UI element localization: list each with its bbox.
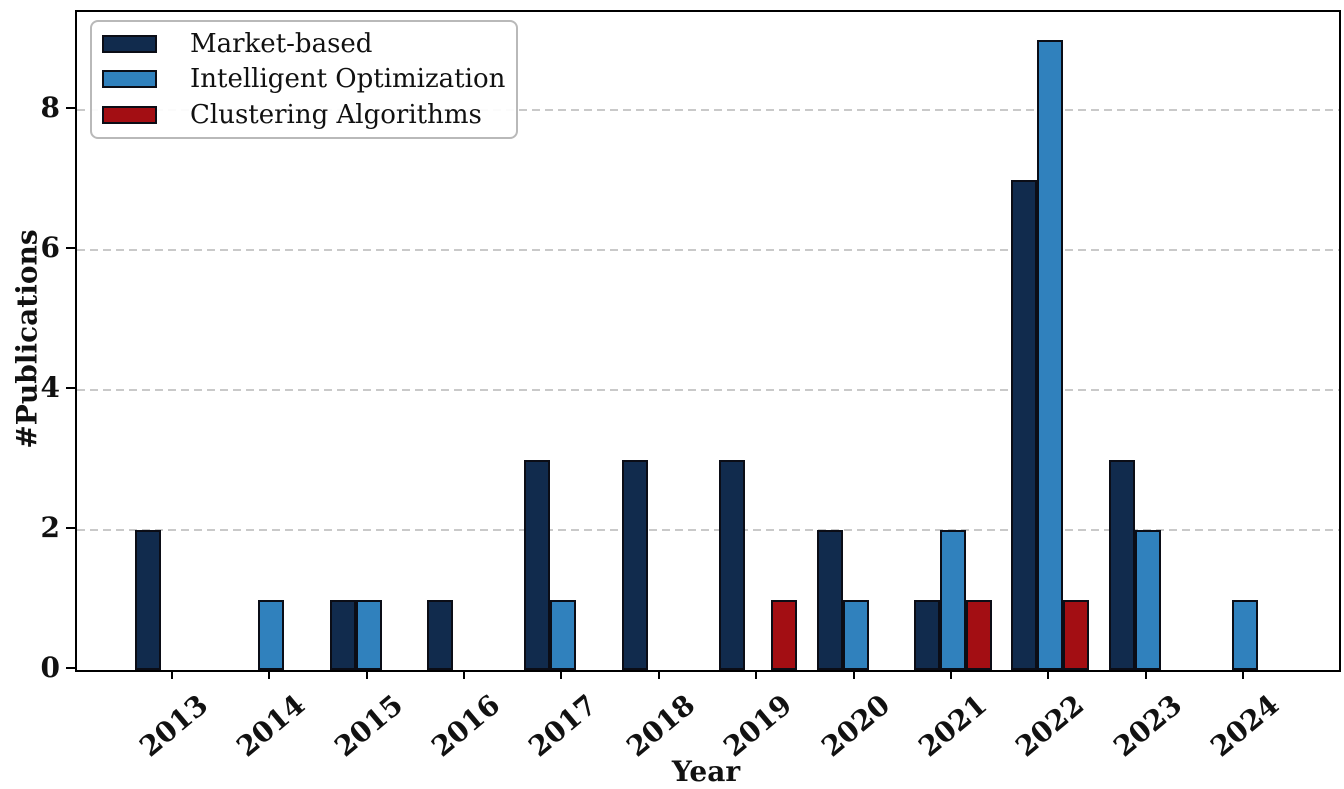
x-tick-label-2022: 2022 (1009, 688, 1091, 764)
y-tick-6 (66, 247, 75, 249)
bar-market-based-2019 (719, 460, 745, 670)
legend-item-clustering-algorithms: Clustering Algorithms (92, 98, 516, 132)
bar-market-based-2020 (817, 530, 843, 670)
bar-intelligent-optimization-2020 (843, 600, 869, 670)
y-tick-0 (66, 667, 75, 669)
y-tick-label-0: 0 (40, 651, 60, 684)
x-tick-2017 (560, 670, 562, 679)
x-tick-label-2020: 2020 (815, 688, 897, 764)
x-tick-label-2014: 2014 (230, 688, 312, 764)
x-tick-2016 (463, 670, 465, 679)
legend-swatch-clustering-algorithms (102, 106, 157, 125)
gridline-2 (77, 529, 1339, 531)
bar-market-based-2022 (1011, 180, 1037, 670)
bar-market-based-2023 (1109, 460, 1135, 670)
bar-intelligent-optimization-2015 (356, 600, 382, 670)
legend-label: Intelligent Optimization (190, 64, 506, 95)
x-tick-label-2016: 2016 (425, 688, 507, 764)
legend-item-intelligent-optimization: Intelligent Optimization (92, 62, 516, 96)
x-axis-title: Year (671, 755, 741, 788)
legend-item-market-based: Market-based (92, 27, 516, 61)
legend-swatch-market-based (102, 34, 157, 53)
gridline-6 (77, 249, 1339, 251)
x-tick-label-2013: 2013 (133, 688, 215, 764)
x-tick-label-2018: 2018 (620, 688, 702, 764)
bar-clustering-algorithms-2021 (966, 600, 992, 670)
bar-clustering-algorithms-2022 (1063, 600, 1089, 670)
legend-label: Market-based (190, 28, 373, 59)
y-tick-label-4: 4 (40, 371, 60, 404)
bar-intelligent-optimization-2021 (940, 530, 966, 670)
bar-intelligent-optimization-2014 (258, 600, 284, 670)
gridline-8 (77, 109, 1339, 111)
y-tick-8 (66, 107, 75, 109)
x-tick-label-2015: 2015 (328, 688, 410, 764)
x-tick-label-2019: 2019 (717, 688, 799, 764)
x-tick-2023 (1145, 670, 1147, 679)
bar-intelligent-optimization-2017 (550, 600, 576, 670)
x-tick-2019 (755, 670, 757, 679)
gridline-4 (77, 389, 1339, 391)
x-tick-label-2017: 2017 (522, 688, 604, 764)
bar-market-based-2015 (330, 600, 356, 670)
y-tick-label-2: 2 (40, 511, 60, 544)
bar-market-based-2013 (135, 530, 161, 670)
bar-intelligent-optimization-2024 (1232, 600, 1258, 670)
bar-market-based-2021 (914, 600, 940, 670)
x-tick-2018 (658, 670, 660, 679)
bar-intelligent-optimization-2022 (1037, 40, 1063, 670)
bar-market-based-2018 (622, 460, 648, 670)
x-tick-label-2023: 2023 (1107, 688, 1189, 764)
bar-market-based-2017 (524, 460, 550, 670)
bar-market-based-2016 (427, 600, 453, 670)
x-tick-2014 (268, 670, 270, 679)
x-tick-2021 (950, 670, 952, 679)
legend-swatch-intelligent-optimization (102, 70, 157, 89)
x-tick-2015 (366, 670, 368, 679)
legend-label: Clustering Algorithms (190, 100, 482, 131)
y-tick-label-8: 8 (40, 91, 60, 124)
x-tick-2013 (171, 670, 173, 679)
bar-intelligent-optimization-2023 (1135, 530, 1161, 670)
y-tick-4 (66, 387, 75, 389)
legend: Market-based Intelligent Optimization Cl… (90, 20, 518, 139)
x-tick-label-2021: 2021 (912, 688, 994, 764)
x-tick-2020 (853, 670, 855, 679)
x-tick-label-2024: 2024 (1204, 688, 1286, 764)
bar-clustering-algorithms-2019 (771, 600, 797, 670)
x-tick-2024 (1242, 670, 1244, 679)
x-tick-2022 (1047, 670, 1049, 679)
y-tick-2 (66, 527, 75, 529)
y-tick-label-6: 6 (40, 231, 60, 264)
